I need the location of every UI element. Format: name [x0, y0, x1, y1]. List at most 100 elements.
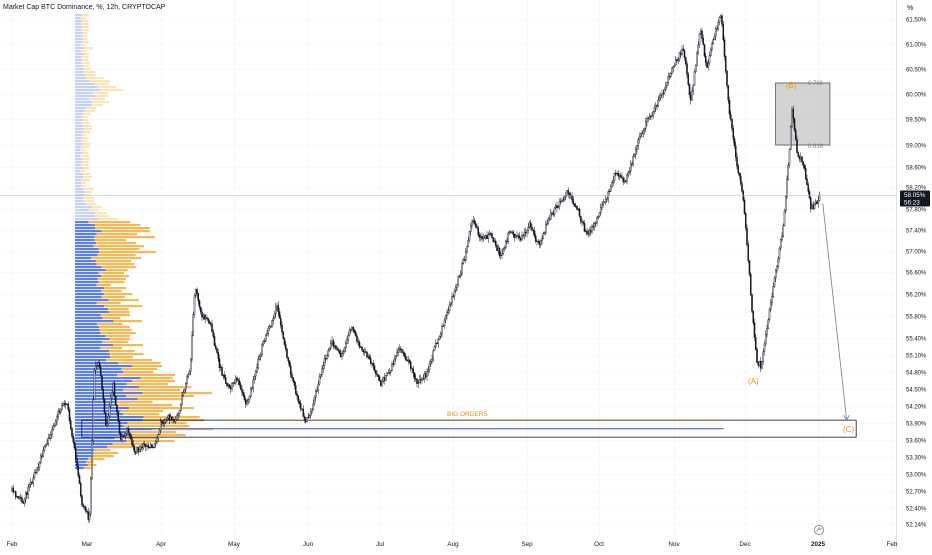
candle	[28, 483, 31, 492]
volume-bar-buy	[75, 365, 133, 368]
time-tick-label: Jun	[303, 541, 314, 548]
candle	[441, 322, 443, 338]
candle-body	[346, 339, 348, 344]
volume-bar-buy	[75, 338, 110, 341]
candle	[384, 374, 387, 382]
candle-body	[52, 425, 55, 430]
volume-bar-sell	[97, 86, 116, 89]
volume-bar-buy	[75, 368, 122, 371]
volume-bar-buy	[75, 182, 82, 185]
volume-bar-buy	[75, 461, 87, 464]
candle-body	[254, 371, 257, 377]
volume-bar-sell	[102, 317, 121, 320]
candle-body	[664, 85, 667, 90]
volume-bar-sell	[92, 206, 102, 209]
volume-bar-sell	[86, 203, 97, 206]
candle-body	[322, 365, 325, 369]
candle	[788, 148, 791, 169]
candle-body	[694, 65, 697, 73]
candle-body	[587, 233, 590, 235]
candle-body	[69, 420, 72, 429]
candle	[92, 395, 95, 445]
candle-body	[563, 197, 566, 200]
volume-bar-sell	[81, 56, 89, 59]
candle	[619, 172, 622, 179]
volume-bar-buy	[75, 68, 85, 71]
candle-body	[767, 319, 770, 329]
candle-body	[67, 403, 70, 410]
candle	[771, 292, 773, 306]
candle-body	[234, 377, 237, 384]
price-scale[interactable]: 61.50%61.00%60.50%60.00%59.50%59.00%58.6…	[906, 17, 927, 528]
candle	[774, 268, 777, 282]
candle-body	[658, 97, 661, 101]
candle	[364, 348, 367, 354]
candle	[439, 331, 442, 339]
candle	[177, 412, 180, 420]
candle-body	[804, 167, 807, 180]
candle-body	[518, 235, 521, 239]
volume-bar-buy	[75, 356, 111, 359]
candle-body	[186, 376, 188, 384]
annotation-layer	[822, 203, 850, 421]
candle-body	[517, 235, 520, 237]
candle-body	[199, 306, 202, 313]
candle	[733, 135, 736, 149]
candle-body	[649, 115, 652, 118]
candle	[118, 418, 121, 435]
candle-body	[696, 52, 698, 66]
candle-body	[257, 358, 260, 368]
candle	[349, 328, 352, 334]
candle-body	[711, 43, 713, 50]
volume-bar-sell	[132, 365, 162, 368]
candle-body	[68, 409, 71, 421]
candle-body	[232, 382, 235, 384]
candle-body	[618, 174, 621, 177]
candle-body	[792, 108, 795, 120]
candle-body	[373, 365, 376, 371]
volume-bar-sell	[100, 89, 124, 92]
candle-body	[798, 156, 801, 160]
candle	[797, 151, 800, 158]
volume-bar-buy	[75, 17, 81, 20]
volume-bar-buy	[75, 50, 81, 53]
candle-body	[818, 194, 821, 201]
candle	[306, 417, 308, 423]
candle	[817, 195, 820, 208]
candle-body	[562, 199, 565, 201]
candle	[226, 382, 228, 389]
candle-body	[633, 154, 636, 157]
candle-body	[184, 383, 187, 390]
candle-body	[731, 118, 733, 129]
candle	[192, 311, 195, 337]
candle	[164, 418, 167, 425]
volume-bar-sell	[83, 188, 94, 191]
candle	[323, 354, 326, 370]
candle-body	[549, 212, 552, 220]
volume-bar-sell	[100, 314, 130, 317]
candle	[462, 257, 465, 265]
volume-bar-buy	[75, 245, 94, 248]
volume-bar-buy	[75, 140, 81, 143]
candle	[734, 141, 737, 162]
candle-body	[689, 94, 692, 101]
candle	[633, 153, 636, 158]
candle	[432, 349, 435, 362]
candle	[427, 366, 430, 376]
volume-bar-buy	[75, 209, 89, 212]
candle	[784, 194, 787, 214]
volume-bar-buy	[75, 74, 86, 77]
candle	[391, 361, 393, 372]
candle-body	[18, 496, 21, 499]
candle	[254, 369, 257, 380]
candle-body	[153, 443, 156, 448]
volume-bar-buy	[75, 275, 102, 278]
time-axis[interactable]: Feb Mar Apr May Jun Jul Aug Sep Oct Nov Dec 2025 Feb	[7, 541, 898, 548]
candle	[678, 51, 681, 62]
volume-bar-buy	[75, 326, 100, 329]
candle	[287, 356, 290, 364]
candle-body	[813, 203, 816, 209]
candle	[336, 345, 338, 351]
